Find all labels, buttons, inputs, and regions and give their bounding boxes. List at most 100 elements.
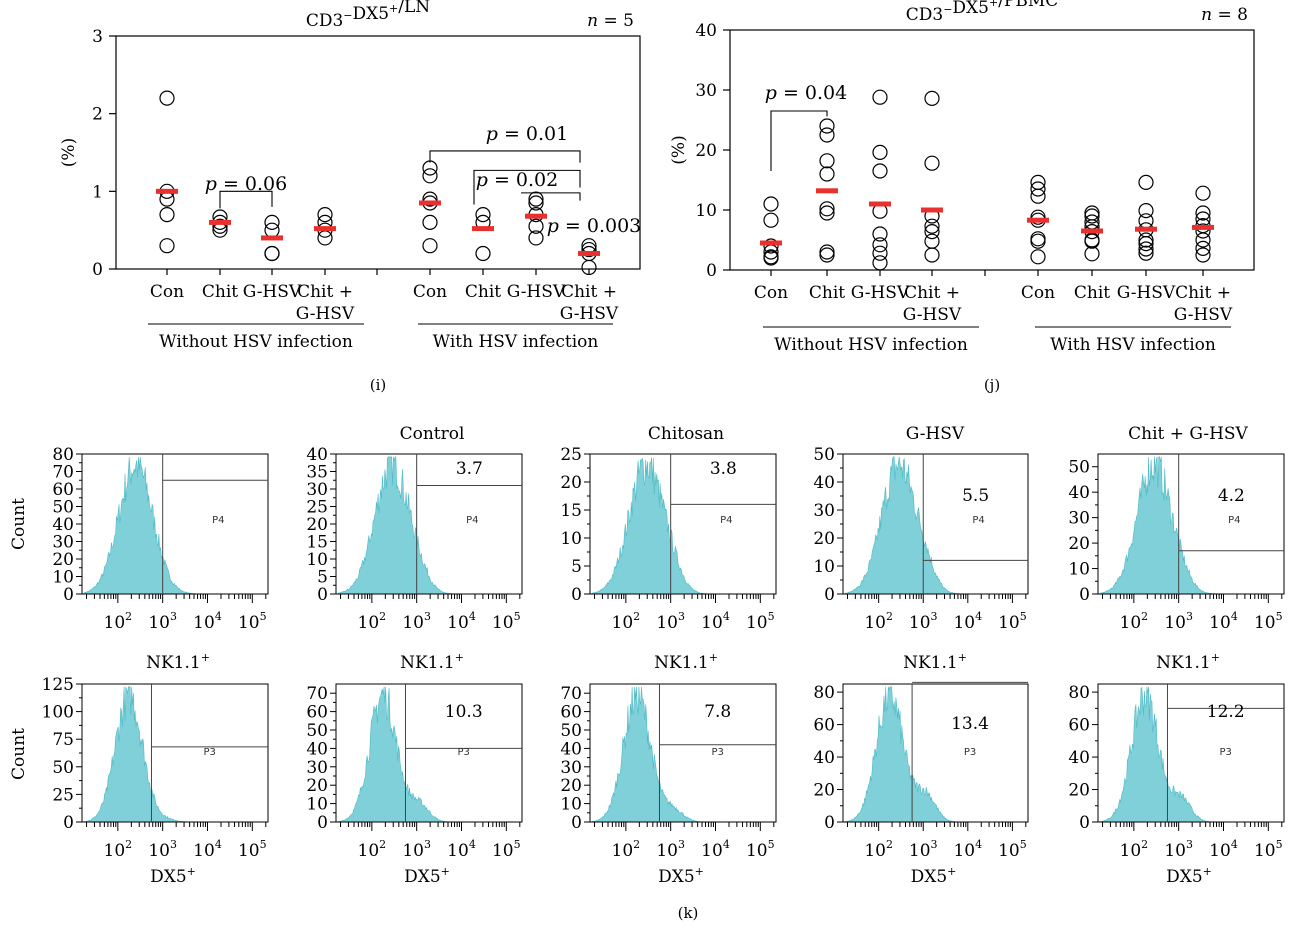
y-tick-label: 10 [306,550,328,570]
row-title: NK1.1+ [903,651,967,673]
x-tick-label: 104 [953,838,982,861]
data-point [819,244,835,260]
x-category-label: Con [150,282,184,302]
y-tick-label: 50 [560,721,582,741]
data-point [819,205,835,221]
y-tick-label: 60 [52,480,74,500]
data-point [159,207,175,223]
y-tick-label: 30 [560,758,582,778]
x-tick-label: 104 [1209,610,1238,633]
data-point [1138,174,1154,190]
x-category-label: Chit + [561,282,617,302]
x-tick-label: 102 [864,610,893,633]
gate-percentage: 7.8 [704,702,731,722]
y-tick-label: 10 [1068,560,1090,580]
histogram-plot: P3 0 25 50 75 100 125 102 103 104 105 DX5+ [42,675,269,887]
data-point [528,230,544,246]
x-tick-label: 105 [238,838,267,861]
data-point [422,191,438,207]
y-tick-label: 25 [52,785,74,805]
data-point [924,218,940,234]
y-tick-label: 60 [1068,716,1090,736]
data-point [317,207,333,223]
y-tick-label: 0 [1079,813,1090,833]
data-point [872,237,888,253]
y-tick-label: 10 [560,529,582,549]
data-point [1084,246,1100,262]
x-tick-label: 103 [909,838,938,861]
y-tick-label: 60 [560,703,582,723]
y-tick-label: 20 [813,529,835,549]
x-tick-label: 104 [701,838,730,861]
x-category-label: G-HSV [903,305,962,325]
x-tick-label: 103 [1164,610,1193,633]
y-tick-label: 20 [1068,534,1090,554]
data-point [1030,188,1046,204]
group-label: With HSV infection [433,332,599,352]
panel-label: (k) [678,904,699,922]
x-axis-label: DX5+ [1166,865,1212,887]
y-tick-label: 70 [306,684,328,704]
data-point [1138,236,1154,252]
x-tick-label: 104 [193,838,222,861]
data-point [1195,240,1211,256]
y-tick-label: 40 [695,21,717,41]
x-tick-label: 102 [358,610,387,633]
x-tick-label: 102 [358,838,387,861]
x-tick-label: 102 [1120,838,1149,861]
p-value-annotation: p = 0.02 [476,169,558,191]
data-point [1030,209,1046,225]
data-point [924,90,940,107]
p-value-annotation: p = 0.04 [765,82,847,104]
significance-bracket [521,192,581,201]
data-point [924,224,940,240]
y-tick-label: 50 [813,445,835,465]
y-tick-label: 0 [824,585,835,605]
gate-name: P4 [1228,515,1240,526]
data-point [924,155,940,171]
data-point [1138,232,1154,248]
p-value-annotation: p = 0.06 [205,173,287,195]
y-tick-label: 20 [813,781,835,801]
mean-bar [869,201,891,207]
data-point [924,247,940,263]
x-tick-label: 105 [746,838,775,861]
mean-bar [1081,228,1103,234]
gate-name: P3 [458,747,470,758]
y-tick-label: 50 [52,498,74,518]
gate-name: P4 [972,515,984,526]
gate-percentage: 12.2 [1207,702,1245,722]
panel-label: (j) [984,376,1000,394]
x-tick-label: 102 [104,610,133,633]
data-point [819,153,835,169]
histogram-plot: P3 13.4 0 20 40 60 80 102 103 104 105 DX5+ [813,681,1029,887]
gate-name: P4 [212,515,224,526]
data-point [581,241,597,258]
histogram-plot: P4 5.5 0 10 20 30 40 50 102 103 104 105 [813,445,1029,633]
histogram-area [844,686,964,823]
y-tick-label: 2 [92,105,103,125]
gate-percentage: 3.8 [710,459,737,479]
x-category-label: Con [1021,283,1055,303]
data-point [1030,181,1046,197]
significance-bracket [429,150,581,163]
data-point [422,168,438,184]
y-tick-label: 80 [1068,683,1090,703]
significance-bracket [770,110,828,171]
data-point [872,163,888,179]
histogram-area [844,456,964,595]
data-point [475,207,491,223]
data-point [1138,203,1154,219]
y-tick-label: 50 [306,721,328,741]
x-tick-label: 103 [148,838,177,861]
plot-frame [1097,453,1285,595]
x-axis-label: DX5+ [150,865,196,887]
x-tick-label: 104 [1209,838,1238,861]
y-tick-label: 5 [317,568,328,588]
x-tick-label: 104 [701,610,730,633]
plot-frame [115,35,641,270]
x-tick-label: 103 [1164,838,1193,861]
x-tick-label: 103 [909,610,938,633]
